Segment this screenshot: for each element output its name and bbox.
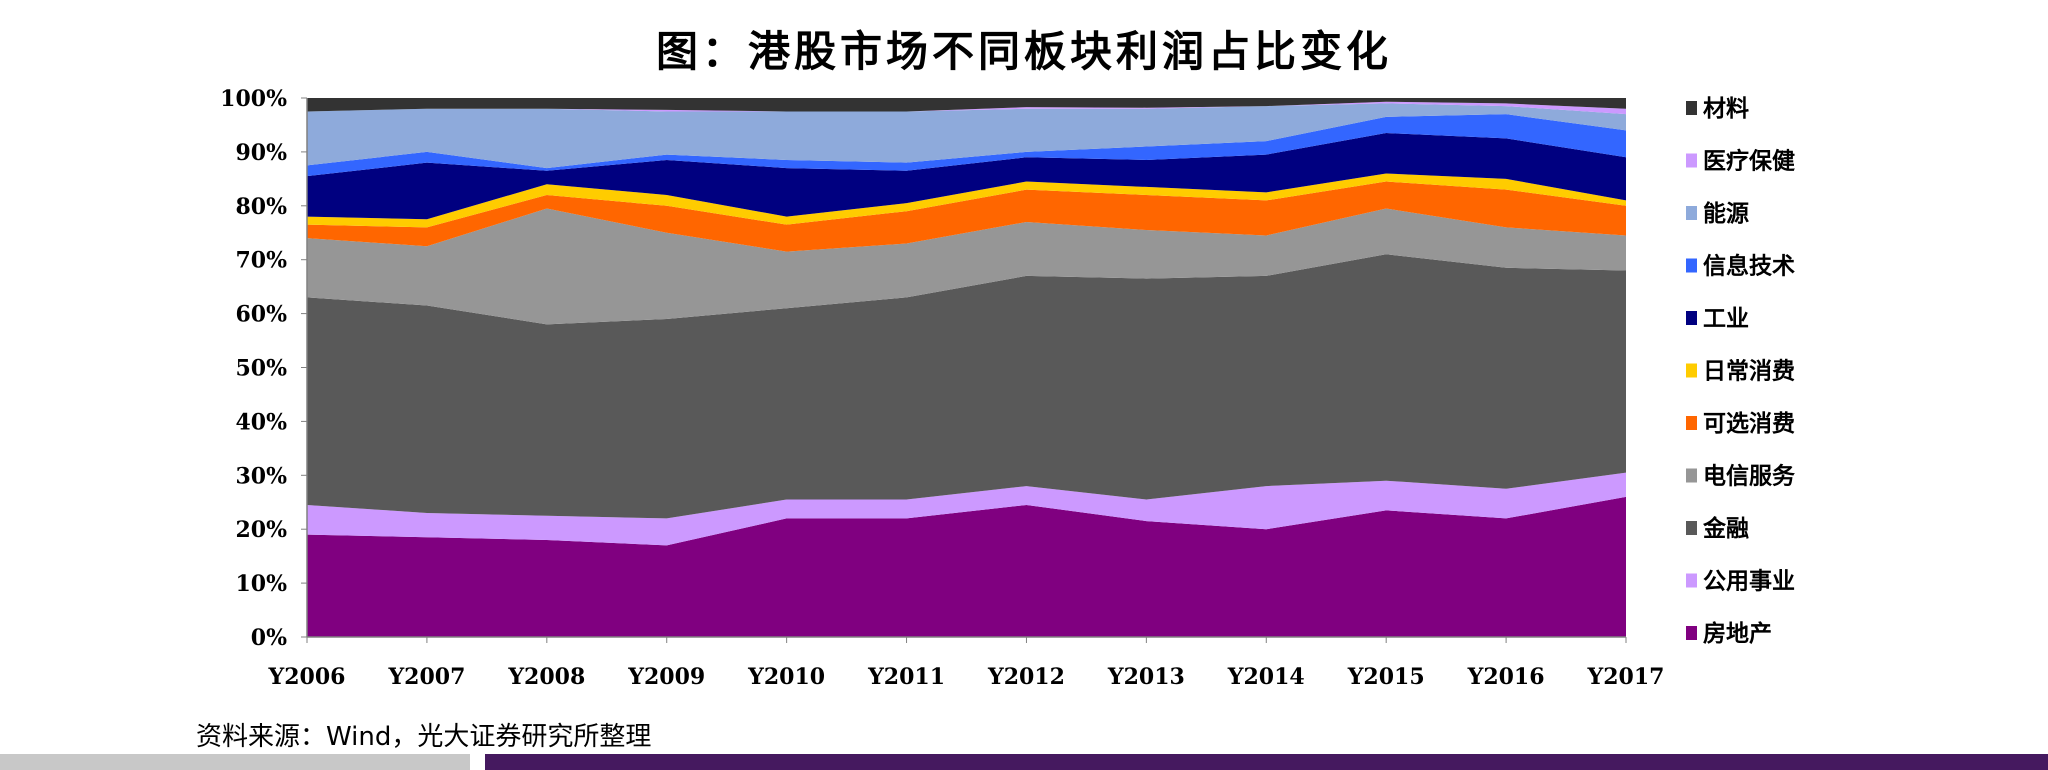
area-series-3 xyxy=(307,208,1626,325)
area-series-8 xyxy=(307,103,1626,169)
x-tick-label: Y2007 xyxy=(387,664,465,690)
y-tick-label: 70% xyxy=(235,248,287,274)
legend-label: 金融 xyxy=(1702,515,1749,542)
legend-label: 电信服务 xyxy=(1703,463,1796,490)
source-note: 资料来源：Wind，光大证券研究所整理 xyxy=(196,722,652,752)
area-series-4 xyxy=(307,181,1626,252)
legend-label: 可选消费 xyxy=(1703,410,1795,437)
x-tick-label: Y2013 xyxy=(1107,664,1185,690)
y-tick-label: 50% xyxy=(235,356,287,382)
legend-label: 材料 xyxy=(1703,95,1749,122)
legend-swatch xyxy=(1686,101,1697,115)
x-tick-label: Y2016 xyxy=(1467,664,1545,690)
legend-swatch xyxy=(1686,311,1697,325)
y-tick-label: 80% xyxy=(235,194,287,220)
legend-label: 信息技术 xyxy=(1703,253,1795,280)
y-tick-label: 60% xyxy=(235,302,287,328)
x-tick-label: Y2010 xyxy=(747,664,825,690)
y-tick-label: 90% xyxy=(235,140,287,166)
legend-swatch xyxy=(1686,468,1697,483)
x-tick-label: Y2008 xyxy=(507,664,585,690)
x-tick-label: Y2011 xyxy=(867,664,945,690)
legend-swatch xyxy=(1686,573,1697,588)
y-tick-label: 30% xyxy=(235,463,287,489)
x-tick-label: Y2012 xyxy=(987,664,1065,690)
area-series-6 xyxy=(307,133,1626,220)
legend-label: 能源 xyxy=(1703,200,1749,227)
legend-swatch xyxy=(1686,258,1697,273)
y-tick-label: 10% xyxy=(235,571,287,597)
y-tick-label: 20% xyxy=(235,517,287,543)
x-tick-label: Y2014 xyxy=(1227,664,1305,690)
x-tick-label: Y2009 xyxy=(627,664,705,690)
y-tick-label: 0% xyxy=(251,625,287,651)
y-tick-label: 100% xyxy=(220,86,287,112)
legend-swatch xyxy=(1686,153,1697,168)
legend-swatch xyxy=(1686,206,1697,220)
legend-swatch xyxy=(1686,626,1697,640)
chart-title: 图：港股市场不同板块利润占比变化 xyxy=(655,27,1392,76)
legend-label: 医疗保健 xyxy=(1703,148,1795,175)
x-tick-label: Y2006 xyxy=(268,664,346,690)
legend-label: 日常消费 xyxy=(1703,358,1795,385)
area-series-0 xyxy=(307,496,1626,637)
legend-label: 工业 xyxy=(1703,305,1749,332)
footer-bar-purple xyxy=(485,754,2048,770)
legend-label: 公用事业 xyxy=(1703,568,1795,595)
footer-bar-gray xyxy=(0,754,470,770)
legend-swatch xyxy=(1686,521,1697,535)
x-tick-label: Y2017 xyxy=(1587,664,1665,690)
plot-areas xyxy=(307,98,1626,637)
x-tick-label: Y2015 xyxy=(1347,664,1425,690)
axes: 0% 10% 20% 30% 40% 50% 60% 70% 80% 90% 100% Y2006 Y2… xyxy=(220,86,1664,690)
area-series-5 xyxy=(307,173,1626,228)
y-tick-label: 40% xyxy=(235,409,287,435)
legend-swatch xyxy=(1686,363,1697,378)
legend-label: 房地产 xyxy=(1703,620,1772,647)
area-series-1 xyxy=(307,472,1626,546)
area-series-7 xyxy=(307,114,1626,177)
area-series-2 xyxy=(307,254,1626,519)
legend-swatch xyxy=(1686,416,1697,430)
area-series-10 xyxy=(307,98,1626,112)
